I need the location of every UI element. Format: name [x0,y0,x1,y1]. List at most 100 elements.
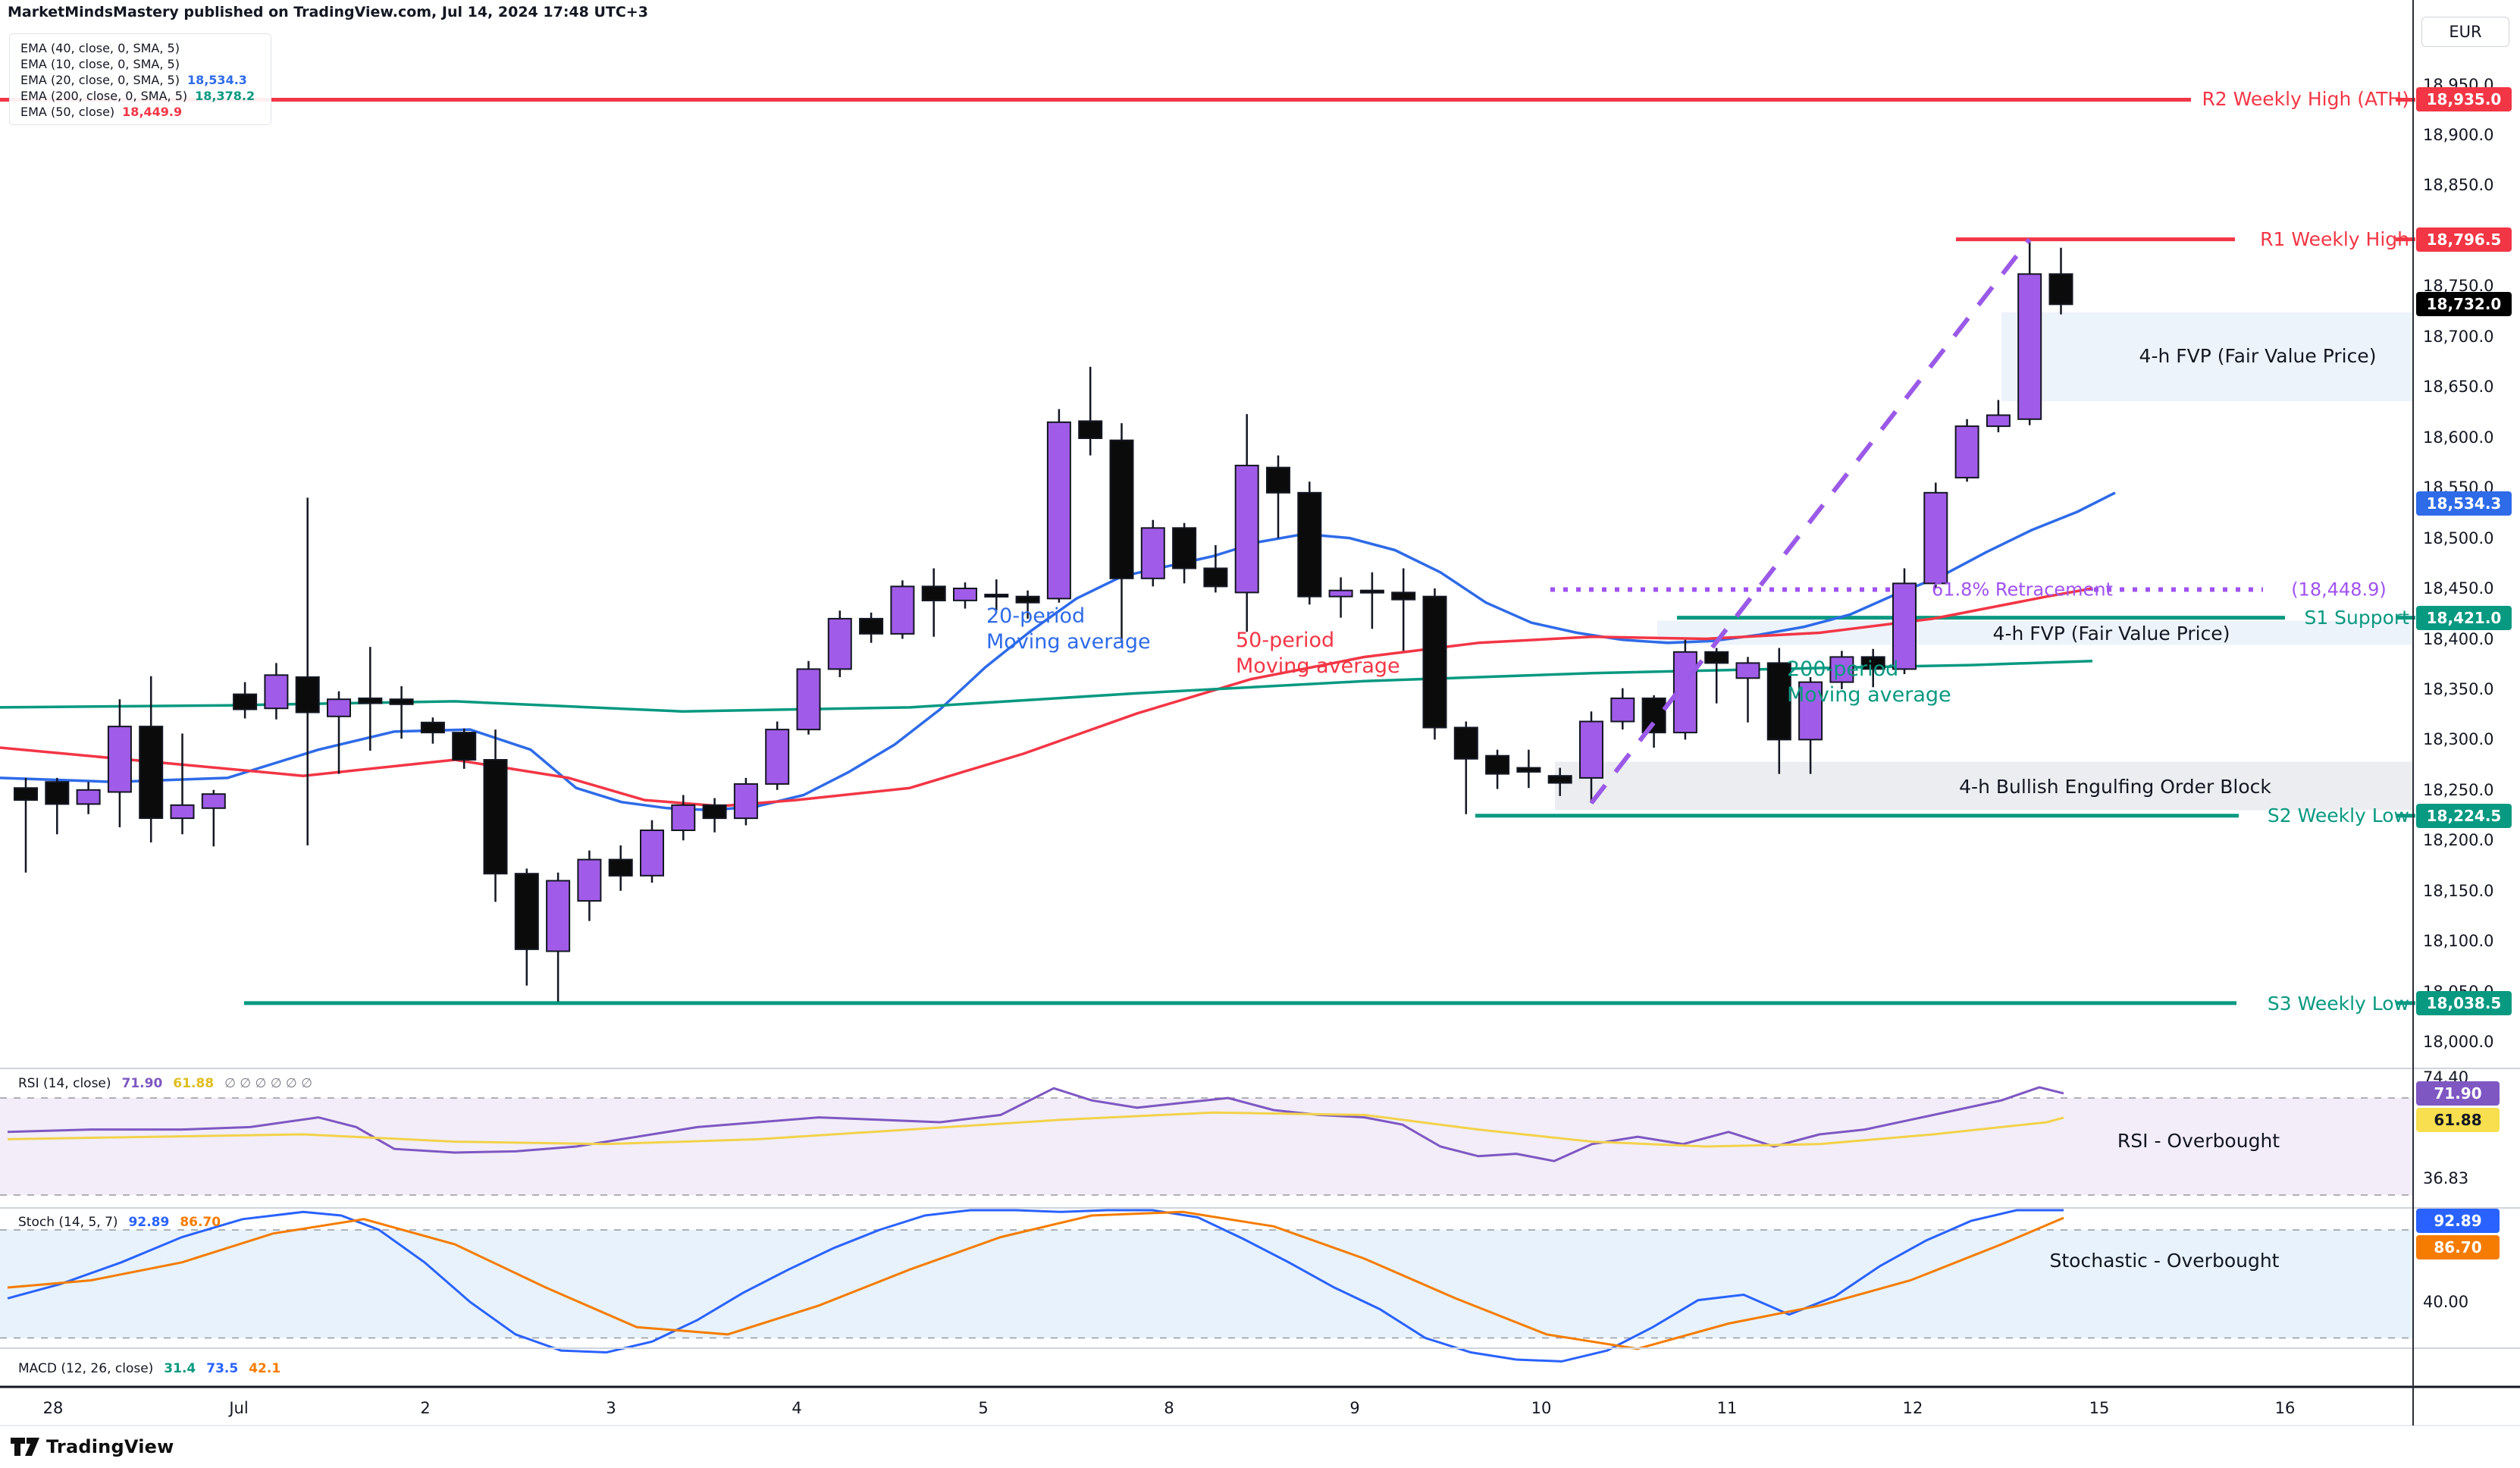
pane-value: 42.1 [249,1361,281,1376]
candle-body-up [327,698,351,717]
candle-body-down [859,617,884,635]
candle-body-up [1954,425,1979,478]
candle-body-up [1234,464,1259,594]
candle-body-down [483,759,508,875]
candle-body-up [733,783,758,820]
pane-value: 31.4 [164,1361,196,1376]
candle-body-down [1453,726,1478,760]
candle-body-down [139,726,164,819]
candle-body-up [107,726,132,793]
candle-body-down [420,721,445,734]
candle-body-up [953,588,977,601]
candle-body-down [233,693,258,710]
pane-zero-flags: ∅ ∅ ∅ ∅ ∅ ∅ [224,1076,312,1091]
pane-value: 61.88 [173,1076,215,1091]
ma50-line[interactable] [0,587,2093,808]
legend-row[interactable]: EMA (20, close, 0, SMA, 5) 18,534.3 [20,72,271,88]
candle-body-up [765,729,790,785]
legend-row[interactable]: EMA (50, close) 18,449.9 [20,104,271,120]
legend-row[interactable]: EMA (200, close, 0, SMA, 5) 18,378.2 [20,88,271,104]
candle-body-up [671,804,696,832]
candle-body-up [2017,273,2042,420]
macd-pane-header[interactable]: MACD (12, 26, close) 31.4 73.5 42.1 [18,1361,291,1376]
candle-body-up [1046,421,1071,600]
rsi-pane-header[interactable]: RSI (14, close) 71.90 61.88 ∅ ∅ ∅ ∅ ∅ ∅ [18,1076,323,1091]
candle-body-down [1015,595,1040,604]
candle-body-down [921,585,946,602]
legend-row[interactable]: EMA (40, close, 0, SMA, 5) [20,40,271,56]
price-axis-currency[interactable]: EUR [2421,17,2509,47]
candle-body-down [45,781,70,805]
candle-body-up [1328,589,1353,598]
candle-body-up [201,793,226,809]
stoch-pane-header[interactable]: Stoch (14, 5, 7) 92.89 86.70 [18,1215,231,1230]
candle-body-up [1140,527,1165,579]
candle-body-down [452,732,477,761]
legend-row-label: EMA (20, close, 0, SMA, 5) [20,73,180,87]
candle-body-up [76,789,101,805]
tradingview-logo-text: TradingView [46,1436,174,1457]
rsi-ma-line[interactable] [7,1111,2064,1148]
stoch-band [0,1230,2413,1338]
candle-body-up [170,804,195,820]
stoch-k-line[interactable] [7,1209,2064,1363]
candle-body-up [546,880,571,952]
zone-fvp-lower [1657,620,2413,645]
rsi-band [0,1098,2413,1195]
candle-body-down [984,594,1009,598]
pane-value: 92.89 [128,1215,170,1230]
candle-body-up [827,617,852,670]
candle-body-up [1892,582,1917,670]
candle-body-up [1986,414,2011,428]
legend-row-label: EMA (200, close, 0, SMA, 5) [20,89,188,103]
candle-body-up [1610,697,1635,723]
legend-row-value: 18,378.2 [195,89,255,103]
legend-row-label: EMA (50, close) [20,105,115,119]
candle-body-down [1766,662,1791,741]
candle-body-down [358,697,383,704]
legend-row[interactable]: EMA (10, close, 0, SMA, 5) [20,56,271,72]
candle-body-down [1359,589,1384,594]
candle-body-down [1172,527,1197,569]
bullish-trendline-dashed[interactable] [1589,237,2032,805]
candle-body-up [796,668,821,731]
tradingview-logo-icon [11,1438,39,1456]
pane-title: Stoch (14, 5, 7) [18,1215,118,1230]
candle-body-down [1078,420,1103,440]
candle-body-up [577,858,602,902]
candle-body-down [1547,775,1572,784]
candle-body-down [702,804,727,820]
zone-order-block [1555,761,2413,811]
candle-body-up [890,585,915,635]
candle-body-up [1923,491,1948,585]
candle-body-up [1735,662,1760,679]
candle-body-down [1266,466,1290,494]
candle-body-down [608,858,633,877]
pane-title: RSI (14, close) [18,1076,111,1091]
legend-row-label: EMA (10, close, 0, SMA, 5) [20,57,180,71]
candle-body-down [1860,656,1885,670]
candle-body-down [2048,273,2073,306]
pane-value: 86.70 [180,1215,221,1230]
tradingview-logo[interactable]: TradingView [11,1435,174,1458]
pane-value: 71.90 [121,1076,163,1091]
candle-body-up [640,830,664,877]
publication-title: MarketMindsMastery published on TradingV… [8,4,648,20]
candle-body-up [1829,656,1854,683]
candle-body-down [295,676,320,714]
candle-body-down [1516,767,1541,773]
candle-body-up [1798,681,1823,741]
candle-body-up [264,674,289,710]
candle-body-up [1579,720,1603,779]
stoch-d-line[interactable] [7,1210,2064,1350]
candle-body-down [1641,697,1666,734]
legend-row-label: EMA (40, close, 0, SMA, 5) [20,41,180,55]
pane-value: 73.5 [206,1361,239,1376]
pane-title: MACD (12, 26, close) [18,1361,154,1376]
candle-body-down [1109,439,1134,579]
candle-body-down [1704,651,1729,664]
candle-body-down [1391,591,1416,601]
candle-body-down [1422,595,1447,729]
